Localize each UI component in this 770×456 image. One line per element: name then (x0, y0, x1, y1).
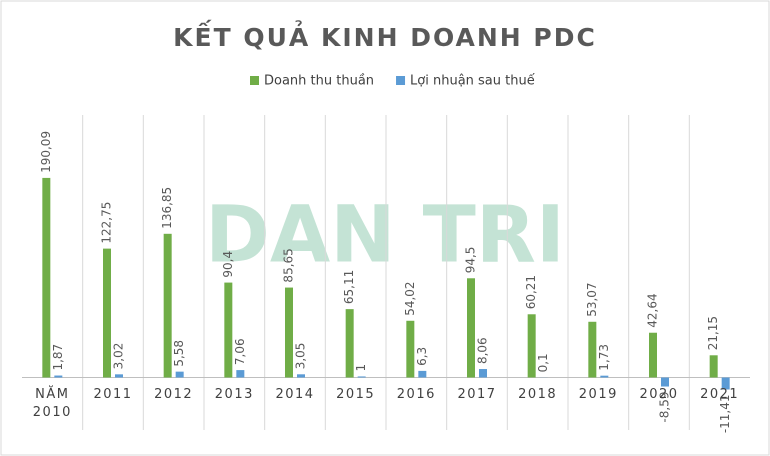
data-label: 7,06 (233, 338, 247, 365)
x-tick-label: 2012 (154, 387, 194, 402)
x-tick-label: 2015 (336, 387, 376, 402)
bar (721, 377, 730, 390)
data-label: 60,21 (524, 275, 538, 309)
bar (163, 233, 172, 378)
bar (709, 355, 718, 378)
data-label: 5,58 (172, 340, 186, 367)
bar (649, 332, 657, 378)
bar (103, 248, 111, 378)
data-label: 0,1 (536, 353, 550, 372)
data-label: 53,07 (585, 282, 599, 316)
data-label: 136,85 (160, 187, 174, 229)
legend-label: Doanh thu thuần (264, 74, 374, 89)
bar (418, 370, 427, 378)
bar (527, 314, 536, 378)
x-tick-label: 2017 (457, 387, 497, 402)
bar (467, 278, 475, 378)
x-tick-label: 2011 (93, 387, 133, 402)
bar (224, 282, 233, 378)
x-tick-label: 2013 (214, 387, 254, 402)
data-label: 1 (354, 364, 368, 372)
data-label: 8,06 (476, 337, 490, 364)
legend-label: Lợi nhuận sau thuế (410, 74, 535, 89)
data-label: 3,05 (294, 343, 308, 370)
data-label: 1,73 (597, 344, 611, 371)
x-tick-label: NĂM 2010 (32, 387, 72, 420)
bar (297, 374, 305, 378)
data-label: 3,02 (112, 343, 126, 370)
bar (175, 371, 184, 378)
x-tick-label: 2016 (396, 387, 436, 402)
bar (236, 370, 245, 378)
bar (42, 177, 51, 378)
data-label: 122,75 (100, 202, 114, 244)
data-label: 54,02 (403, 281, 417, 315)
bar (406, 320, 415, 378)
bar (479, 369, 487, 378)
data-label: 85,65 (282, 248, 296, 282)
bar (54, 375, 63, 378)
watermark: DAN TRI (205, 190, 565, 280)
data-label: 65,11 (342, 270, 356, 304)
data-label: 190,09 (39, 131, 53, 173)
bar (345, 309, 354, 378)
legend-swatch (396, 76, 406, 85)
data-label: 6,3 (415, 347, 429, 366)
data-label: 90,4 (221, 251, 235, 278)
data-label: 21,15 (706, 316, 720, 350)
x-tick-label: 2020 (639, 387, 679, 402)
data-label: 94,5 (464, 247, 478, 274)
x-tick-label: 2019 (578, 387, 618, 402)
data-label: 1,87 (51, 344, 65, 371)
bar (661, 377, 669, 387)
bar (285, 287, 293, 378)
chart-title: KẾT QUẢ KINH DOANH PDC (173, 19, 597, 52)
data-label: -8,59 (658, 392, 672, 423)
bar (600, 375, 609, 378)
bar (357, 376, 366, 378)
x-tick-label: 2018 (518, 387, 558, 402)
legend-swatch (250, 76, 259, 85)
bar (588, 321, 597, 378)
data-label: 42,64 (646, 293, 660, 327)
x-tick-label: 2014 (275, 387, 315, 402)
data-label: -11,41 (718, 394, 732, 433)
bar (115, 374, 123, 378)
x-tick-label: 2021 (700, 387, 740, 402)
